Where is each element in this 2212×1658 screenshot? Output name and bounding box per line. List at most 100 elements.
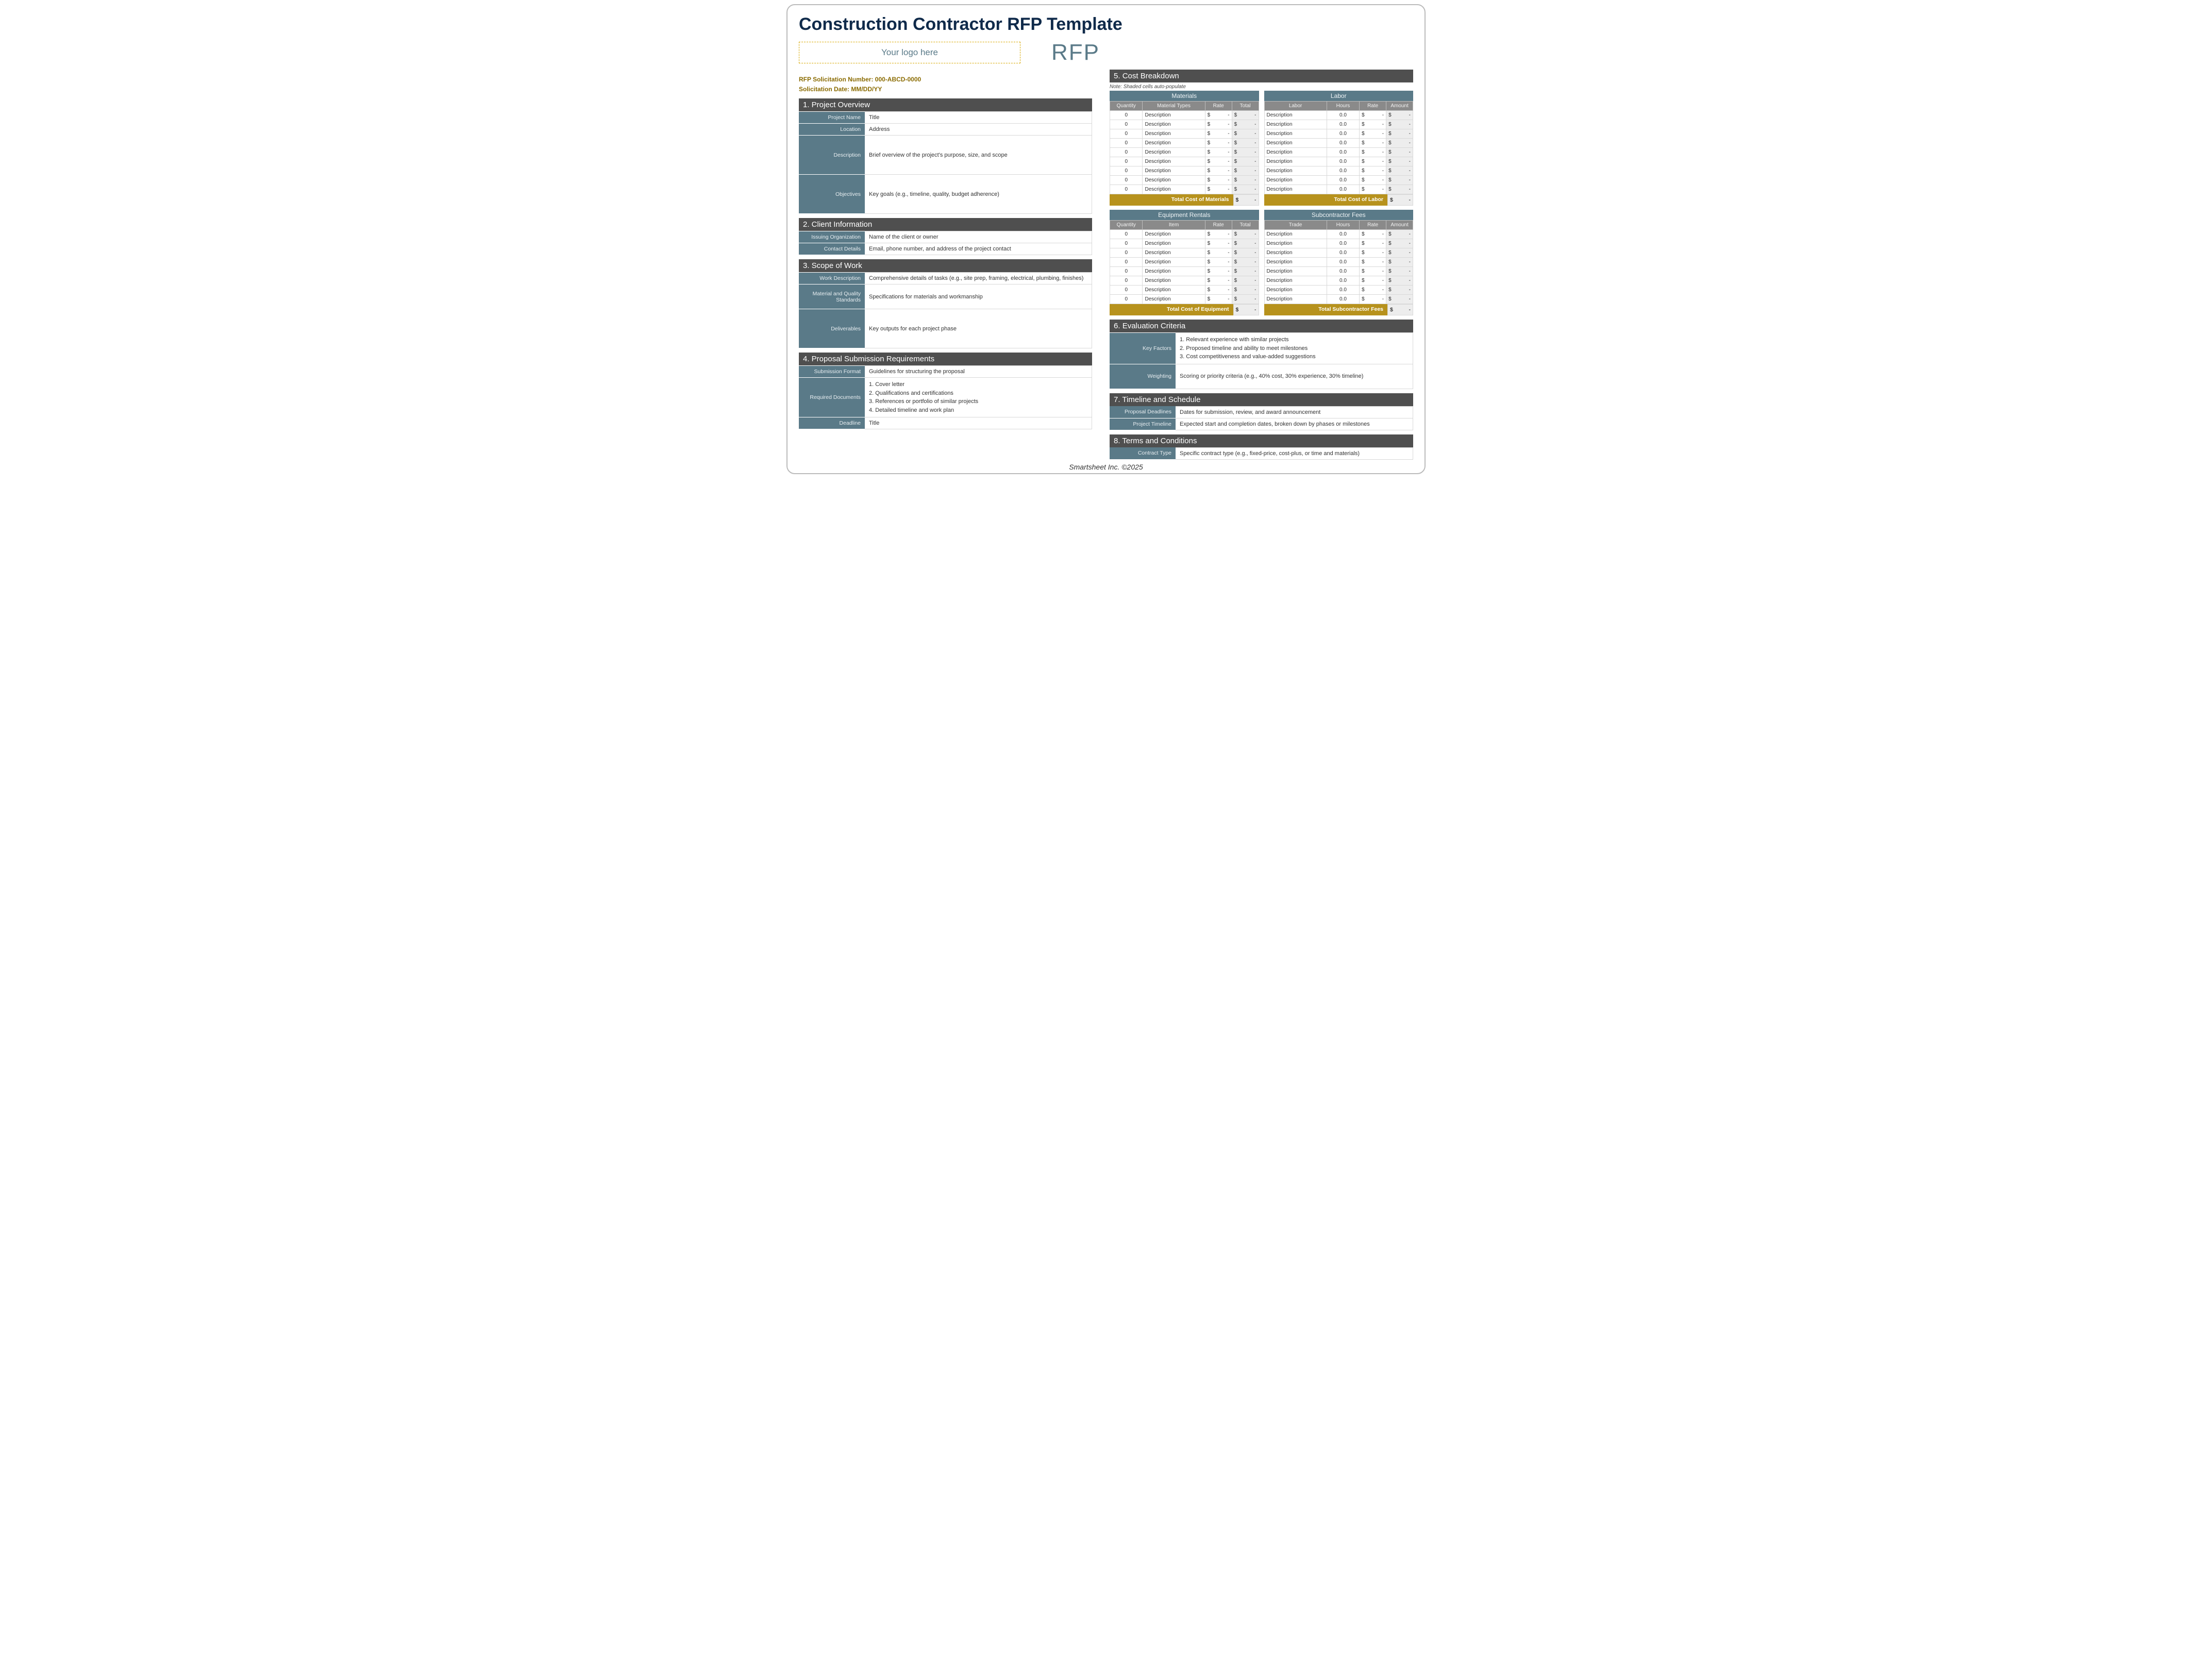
qty-cell[interactable]: 0.0 <box>1327 286 1359 295</box>
qty-cell[interactable]: 0 <box>1110 230 1143 239</box>
money-cell[interactable]: $- <box>1205 120 1232 129</box>
desc-cell[interactable]: Description <box>1264 166 1327 176</box>
section-6-table[interactable]: Key Factors1. Relevant experience with s… <box>1110 332 1413 389</box>
money-cell[interactable]: $- <box>1205 148 1232 157</box>
field-value[interactable]: Address <box>865 124 1092 136</box>
desc-cell[interactable]: Description <box>1264 286 1327 295</box>
money-cell[interactable]: $- <box>1360 157 1386 166</box>
section-4-table[interactable]: Submission FormatGuidelines for structur… <box>799 365 1092 429</box>
money-cell[interactable]: $- <box>1360 276 1386 286</box>
money-cell[interactable]: $- <box>1205 139 1232 148</box>
desc-cell[interactable]: Description <box>1143 148 1205 157</box>
desc-cell[interactable]: Description <box>1143 230 1205 239</box>
field-value[interactable]: Title <box>865 417 1092 429</box>
money-cell[interactable]: $- <box>1360 258 1386 267</box>
cost-block-materials[interactable]: MaterialsQuantityMaterial TypesRateTotal… <box>1110 91 1259 206</box>
field-value[interactable]: Guidelines for structuring the proposal <box>865 366 1092 378</box>
money-cell[interactable]: $- <box>1205 276 1232 286</box>
desc-cell[interactable]: Description <box>1143 276 1205 286</box>
desc-cell[interactable]: Description <box>1143 176 1205 185</box>
desc-cell[interactable]: Description <box>1264 248 1327 258</box>
money-cell[interactable]: $- <box>1360 248 1386 258</box>
section-8-table[interactable]: Contract TypeSpecific contract type (e.g… <box>1110 447 1413 460</box>
desc-cell[interactable]: Description <box>1143 120 1205 129</box>
logo-placeholder[interactable]: Your logo here <box>799 42 1020 63</box>
money-cell[interactable]: $- <box>1360 111 1386 120</box>
qty-cell[interactable]: 0.0 <box>1327 157 1359 166</box>
field-value[interactable]: Title <box>865 112 1092 124</box>
money-cell[interactable]: $- <box>1205 248 1232 258</box>
desc-cell[interactable]: Description <box>1264 148 1327 157</box>
money-cell[interactable]: $- <box>1205 185 1232 194</box>
section-3-table[interactable]: Work DescriptionComprehensive details of… <box>799 272 1092 348</box>
qty-cell[interactable]: 0 <box>1110 139 1143 148</box>
desc-cell[interactable]: Description <box>1143 185 1205 194</box>
qty-cell[interactable]: 0 <box>1110 295 1143 304</box>
money-cell[interactable]: $- <box>1205 157 1232 166</box>
desc-cell[interactable]: Description <box>1264 139 1327 148</box>
qty-cell[interactable]: 0.0 <box>1327 176 1359 185</box>
money-cell[interactable]: $- <box>1360 166 1386 176</box>
desc-cell[interactable]: Description <box>1143 129 1205 139</box>
cost-table[interactable]: QuantityMaterial TypesRateTotal0Descript… <box>1110 101 1259 194</box>
cost-block-subcontractor[interactable]: Subcontractor FeesTradeHoursRateAmountDe… <box>1264 210 1414 315</box>
qty-cell[interactable]: 0 <box>1110 120 1143 129</box>
section-1-table[interactable]: Project NameTitleLocationAddressDescript… <box>799 111 1092 214</box>
desc-cell[interactable]: Description <box>1143 139 1205 148</box>
money-cell[interactable]: $- <box>1360 230 1386 239</box>
desc-cell[interactable]: Description <box>1264 239 1327 248</box>
qty-cell[interactable]: 0.0 <box>1327 295 1359 304</box>
qty-cell[interactable]: 0 <box>1110 148 1143 157</box>
field-value[interactable]: Specifications for materials and workman… <box>865 284 1092 309</box>
desc-cell[interactable]: Description <box>1264 111 1327 120</box>
field-value[interactable]: Name of the client or owner <box>865 231 1092 243</box>
money-cell[interactable]: $- <box>1205 239 1232 248</box>
desc-cell[interactable]: Description <box>1143 267 1205 276</box>
desc-cell[interactable]: Description <box>1264 176 1327 185</box>
desc-cell[interactable]: Description <box>1264 230 1327 239</box>
qty-cell[interactable]: 0 <box>1110 248 1143 258</box>
qty-cell[interactable]: 0 <box>1110 111 1143 120</box>
money-cell[interactable]: $- <box>1360 129 1386 139</box>
desc-cell[interactable]: Description <box>1264 295 1327 304</box>
field-value[interactable]: Expected start and completion dates, bro… <box>1176 418 1413 430</box>
qty-cell[interactable]: 0.0 <box>1327 276 1359 286</box>
qty-cell[interactable]: 0.0 <box>1327 139 1359 148</box>
qty-cell[interactable]: 0 <box>1110 258 1143 267</box>
desc-cell[interactable]: Description <box>1143 286 1205 295</box>
money-cell[interactable]: $- <box>1360 239 1386 248</box>
cost-table[interactable]: QuantityItemRateTotal0Description$-$-0De… <box>1110 220 1259 304</box>
money-cell[interactable]: $- <box>1205 129 1232 139</box>
money-cell[interactable]: $- <box>1205 295 1232 304</box>
desc-cell[interactable]: Description <box>1143 239 1205 248</box>
money-cell[interactable]: $- <box>1360 139 1386 148</box>
money-cell[interactable]: $- <box>1360 295 1386 304</box>
qty-cell[interactable]: 0.0 <box>1327 248 1359 258</box>
money-cell[interactable]: $- <box>1205 111 1232 120</box>
field-value[interactable]: 1. Cover letter2. Qualifications and cer… <box>865 378 1092 417</box>
desc-cell[interactable]: Description <box>1264 120 1327 129</box>
desc-cell[interactable]: Description <box>1143 111 1205 120</box>
qty-cell[interactable]: 0 <box>1110 286 1143 295</box>
field-value[interactable]: Comprehensive details of tasks (e.g., si… <box>865 273 1092 284</box>
qty-cell[interactable]: 0 <box>1110 185 1143 194</box>
money-cell[interactable]: $- <box>1205 286 1232 295</box>
field-value[interactable]: 1. Relevant experience with similar proj… <box>1176 333 1413 364</box>
field-value[interactable]: Scoring or priority criteria (e.g., 40% … <box>1176 364 1413 389</box>
desc-cell[interactable]: Description <box>1143 248 1205 258</box>
desc-cell[interactable]: Description <box>1264 185 1327 194</box>
money-cell[interactable]: $- <box>1360 267 1386 276</box>
money-cell[interactable]: $- <box>1205 258 1232 267</box>
cost-table[interactable]: TradeHoursRateAmountDescription0.0$-$-De… <box>1264 220 1414 304</box>
money-cell[interactable]: $- <box>1205 267 1232 276</box>
desc-cell[interactable]: Description <box>1143 166 1205 176</box>
desc-cell[interactable]: Description <box>1143 157 1205 166</box>
money-cell[interactable]: $- <box>1205 176 1232 185</box>
field-value[interactable]: Dates for submission, review, and award … <box>1176 406 1413 418</box>
qty-cell[interactable]: 0.0 <box>1327 148 1359 157</box>
desc-cell[interactable]: Description <box>1264 276 1327 286</box>
desc-cell[interactable]: Description <box>1264 267 1327 276</box>
field-value[interactable]: Key goals (e.g., timeline, quality, budg… <box>865 175 1092 214</box>
qty-cell[interactable]: 0.0 <box>1327 258 1359 267</box>
qty-cell[interactable]: 0 <box>1110 129 1143 139</box>
